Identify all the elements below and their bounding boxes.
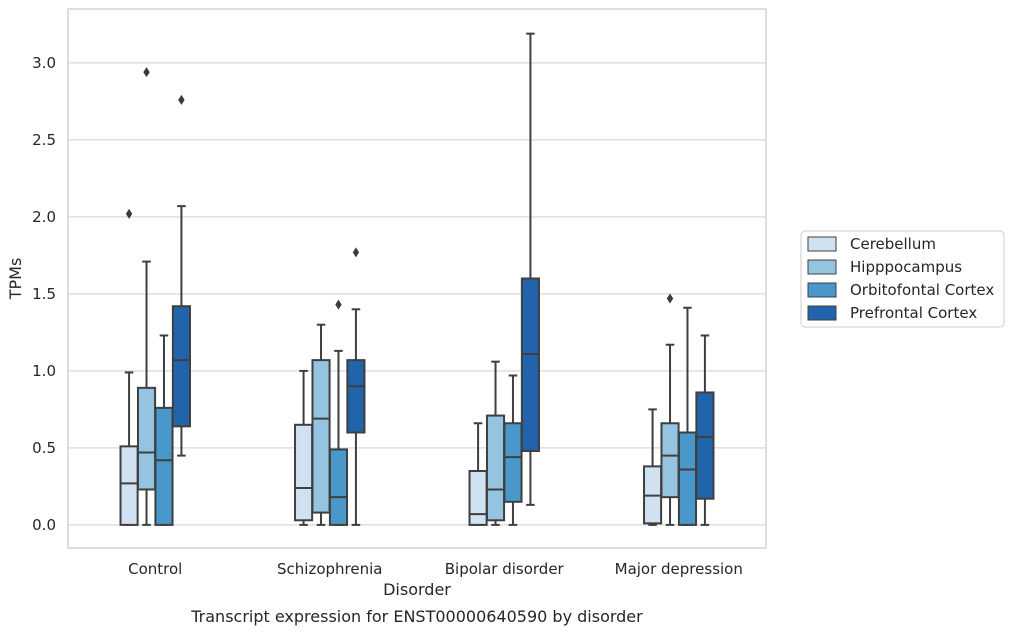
y-tick-label: 2.0 [32, 208, 56, 226]
chart-caption: Transcript expression for ENST0000064059… [190, 607, 643, 626]
box-orbitofontal-cortex [677, 306, 698, 526]
x-tick-label: Control [128, 560, 182, 578]
outlier-point [178, 94, 185, 105]
box-iqr [328, 448, 349, 526]
legend-swatch [807, 259, 837, 275]
box-iqr [695, 391, 715, 500]
legend-label: Orbitofontal Cortex [850, 281, 994, 299]
box-hipppocampus [136, 67, 157, 526]
outlier-point [335, 299, 342, 310]
box-hipppocampus [485, 360, 506, 526]
box-iqr [136, 386, 157, 491]
box-cerebellum [468, 422, 488, 526]
box-prefrontal-cortex [171, 94, 191, 457]
y-tick-label: 3.0 [32, 54, 56, 72]
box-iqr [660, 422, 680, 499]
box-hipppocampus [660, 293, 680, 526]
box-iqr [468, 470, 488, 526]
y-tick-label: 1.0 [32, 362, 56, 380]
x-axis-title: Disorder [383, 580, 451, 599]
box-iqr [171, 305, 191, 428]
box-iqr [154, 406, 174, 526]
box-hipppocampus [311, 323, 331, 526]
legend: Cerebellum Hipppocampus Orbitofontal Corte… [800, 230, 1005, 328]
box-prefrontal-cortex [695, 334, 715, 526]
legend-label: Cerebellum [850, 235, 936, 253]
y-axis-title: TPMs [6, 258, 25, 301]
box-iqr [503, 422, 523, 503]
legend-frame [800, 230, 1005, 328]
box-iqr [520, 277, 540, 452]
y-tick-label: 0.0 [32, 516, 56, 534]
box-iqr [677, 431, 698, 526]
plot-frame [67, 8, 767, 549]
box-iqr [485, 414, 506, 522]
legend-swatch [807, 236, 837, 252]
y-tick-label: 2.5 [32, 131, 56, 149]
box-orbitofontal-cortex [503, 374, 523, 526]
box-prefrontal-cortex [520, 32, 540, 506]
legend-label: Hipppocampus [850, 258, 962, 276]
box-cerebellum [643, 408, 663, 526]
outlier-point [143, 67, 150, 78]
y-tick-label: 1.5 [32, 285, 56, 303]
y-tick-labels: 0.0 0.5 1.0 1.5 2.0 2.5 3.0 [32, 54, 56, 534]
box-iqr [346, 359, 366, 434]
outlier-point [352, 247, 360, 258]
y-tick-label: 0.5 [32, 439, 56, 457]
legend-swatch [807, 282, 837, 298]
box-iqr [311, 359, 331, 514]
legend-swatch [807, 305, 837, 321]
box-orbitofontal-cortex [154, 334, 174, 526]
box-orbitofontal-cortex [328, 299, 349, 526]
legend-label: Prefrontal Cortex [850, 304, 977, 322]
x-tick-label: Major depression [615, 560, 743, 578]
box-prefrontal-cortex [346, 247, 366, 526]
box-iqr [294, 423, 314, 522]
outlier-point [125, 208, 133, 219]
x-tick-label: Schizophrenia [277, 560, 382, 578]
outlier-point [666, 293, 674, 304]
box-cerebellum [294, 369, 314, 526]
box-iqr [119, 445, 139, 526]
box-groups [119, 32, 715, 526]
x-tick-labels: Control Schizophrenia Bipolar disorder Majo… [128, 560, 743, 578]
box-cerebellum [119, 208, 139, 526]
x-tick-label: Bipolar disorder [445, 560, 565, 578]
